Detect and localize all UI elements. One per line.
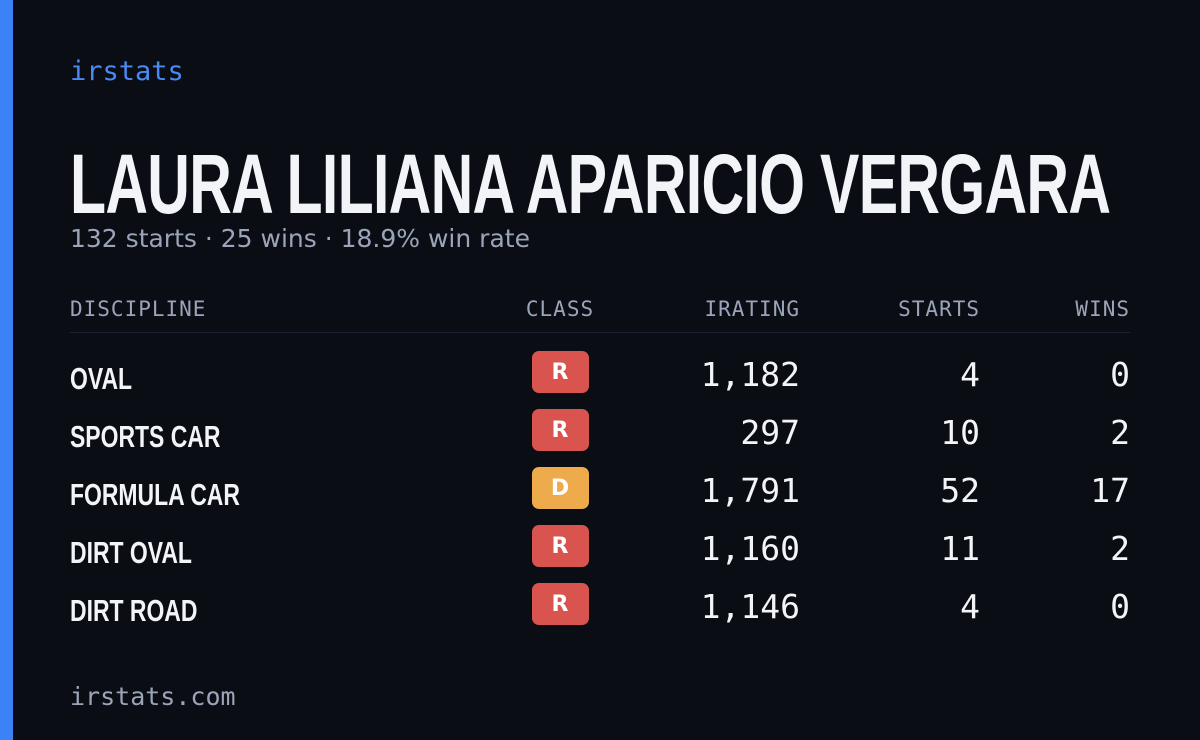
discipline: DIRT ROAD bbox=[70, 593, 198, 628]
discipline: FORMULA CAR bbox=[70, 477, 240, 512]
wins: 0 bbox=[1110, 587, 1130, 626]
class-cell: R bbox=[460, 525, 660, 567]
wins: 2 bbox=[1110, 413, 1130, 452]
column-header: WINS bbox=[1075, 297, 1130, 321]
class-badge: R bbox=[531, 525, 589, 567]
column-header: IRATING bbox=[704, 297, 800, 321]
class-cell: R bbox=[460, 583, 660, 625]
column-header: STARTS bbox=[898, 297, 980, 321]
starts: 52 bbox=[940, 471, 980, 510]
class-badge: R bbox=[531, 583, 589, 625]
class-cell: D bbox=[460, 467, 660, 509]
class-cell: R bbox=[460, 409, 660, 451]
starts: 10 bbox=[940, 413, 980, 452]
starts: 4 bbox=[960, 587, 980, 626]
irating: 1,791 bbox=[700, 471, 800, 510]
irating: 297 bbox=[740, 413, 800, 452]
header-rule bbox=[70, 332, 1130, 333]
driver-summary: 132 starts · 25 wins · 18.9% win rate bbox=[70, 224, 530, 253]
starts: 4 bbox=[960, 355, 980, 394]
footer: irstats.com bbox=[70, 682, 236, 711]
irating: 1,160 bbox=[700, 529, 800, 568]
class-badge: D bbox=[531, 467, 589, 509]
wins: 0 bbox=[1110, 355, 1130, 394]
column-header: CLASS bbox=[525, 297, 595, 321]
irating: 1,182 bbox=[700, 355, 800, 394]
wins: 2 bbox=[1110, 529, 1130, 568]
irating: 1,146 bbox=[700, 587, 800, 626]
starts: 11 bbox=[940, 529, 980, 568]
discipline: OVAL bbox=[70, 361, 133, 396]
driver-name: LAURA LILIANA APARICIO VERGARA bbox=[70, 137, 1111, 231]
class-badge: R bbox=[531, 351, 589, 393]
wins: 17 bbox=[1090, 471, 1130, 510]
column-header: DISCIPLINE bbox=[70, 297, 207, 321]
accent-stripe bbox=[0, 0, 13, 740]
class-badge: R bbox=[531, 409, 589, 451]
discipline: DIRT OVAL bbox=[70, 535, 192, 570]
brand: irstats bbox=[70, 56, 184, 87]
discipline: SPORTS CAR bbox=[70, 419, 221, 454]
class-cell: R bbox=[460, 351, 660, 393]
